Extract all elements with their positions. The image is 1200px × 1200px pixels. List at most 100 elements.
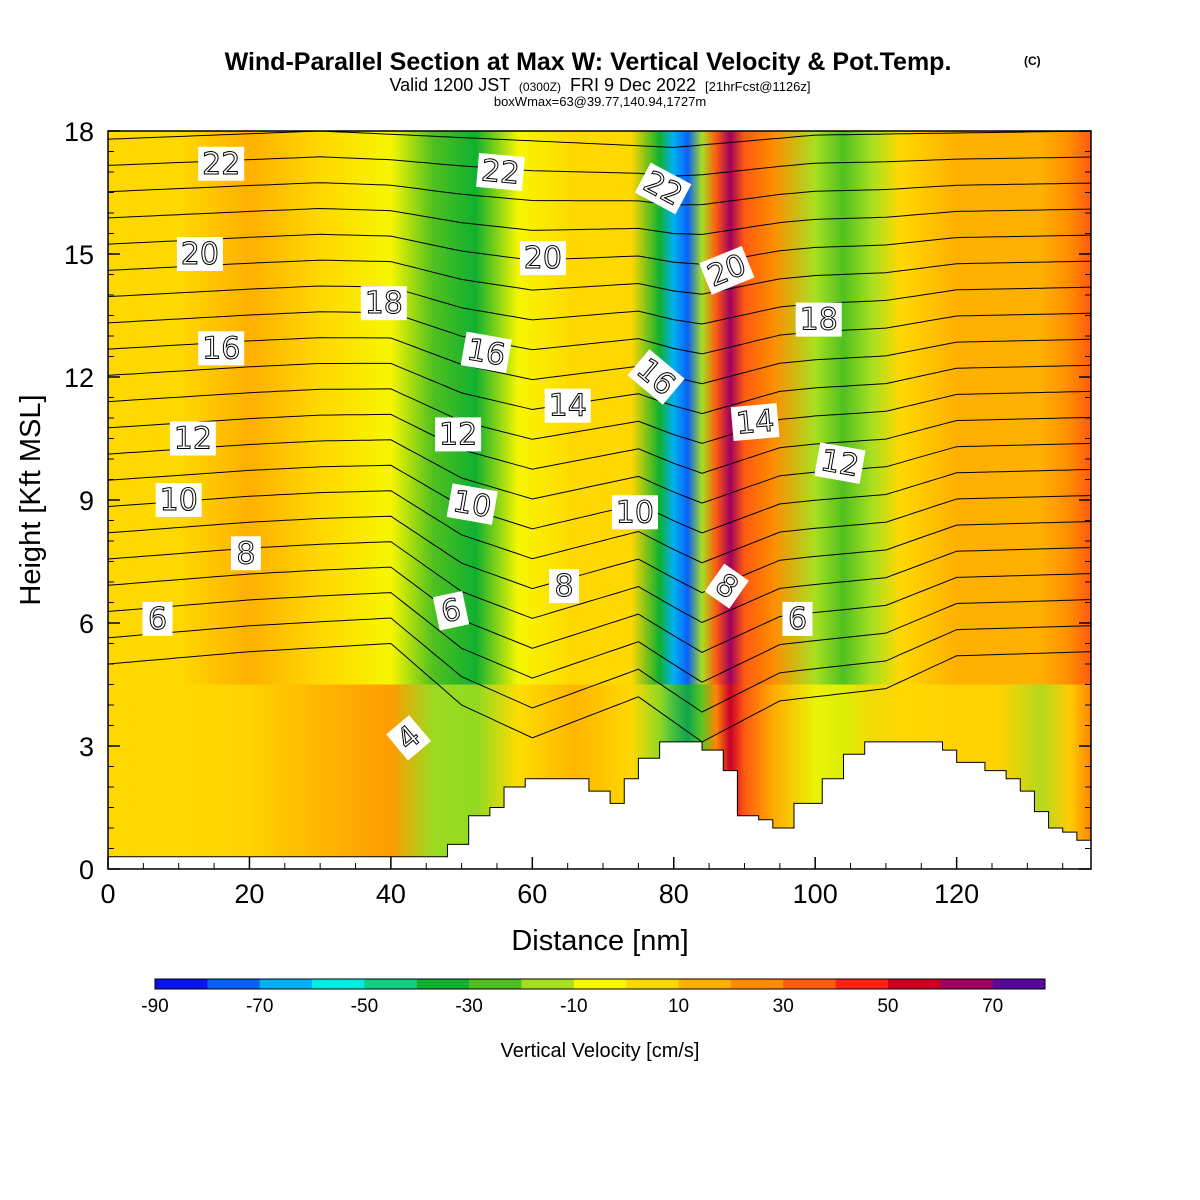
subtitle-date: FRI 9 Dec 2022 <box>570 75 696 95</box>
contour-label: 16 <box>460 331 512 374</box>
chart-subtitle: Valid 1200 JST (0300Z) FRI 9 Dec 2022 [2… <box>389 75 810 95</box>
x-axis: 0 20 40 60 80 100 120 <box>100 857 1064 909</box>
x-tick-label: 20 <box>234 879 264 909</box>
colorbar-tick-label: 10 <box>668 996 689 1017</box>
colorbar-swatch <box>940 979 993 989</box>
contour-label: 10 <box>155 483 202 519</box>
contour-label: 10 <box>611 495 658 531</box>
x-tick-label: 60 <box>517 879 547 909</box>
contour-label: 20 <box>519 241 566 277</box>
theta-contour <box>108 233 1091 265</box>
colorbar-swatch <box>207 979 261 989</box>
y-tick-label: 9 <box>79 486 94 516</box>
svg-text:16: 16 <box>464 332 508 373</box>
colorbar-tick-label: 50 <box>877 996 898 1017</box>
colorbar-swatch <box>887 979 941 989</box>
theta-contour <box>108 413 1091 474</box>
svg-text:12: 12 <box>439 417 477 452</box>
contour-label: 14 <box>730 403 780 442</box>
colorbar-swatch <box>992 979 1046 989</box>
terrain-mask <box>108 741 1091 869</box>
title-copyright-mark: (C) <box>1024 54 1041 68</box>
y-tick-label: 18 <box>64 117 94 147</box>
theta-contour <box>108 311 1091 355</box>
contour-label: 14 <box>544 388 591 424</box>
theta-contour <box>108 515 1091 594</box>
contour-label: 16 <box>198 331 245 367</box>
colorbar-tick-label: 70 <box>982 996 1003 1017</box>
svg-text:22: 22 <box>480 153 521 191</box>
contour-label: 8 <box>230 536 261 572</box>
colorbar-swatch <box>312 979 365 989</box>
chart-title: Wind-Parallel Section at Max W: Vertical… <box>225 48 1041 109</box>
subtitle-box-info: boxWmax=63@39.77,140.94,1727m <box>494 94 706 109</box>
contour-label: 6 <box>782 601 813 637</box>
theta-contour <box>108 642 1091 743</box>
colorbar-swatch <box>678 979 732 989</box>
theta-contour <box>108 388 1091 444</box>
colorbar-tick-label: 30 <box>773 996 794 1017</box>
y-tick-label: 0 <box>79 855 94 885</box>
contour-label: 20 <box>176 237 223 273</box>
colorbar-swatch <box>259 979 313 989</box>
colorbar-tick-label: -30 <box>455 996 482 1017</box>
theta-contour <box>108 439 1091 504</box>
x-tick-label: 40 <box>376 879 406 909</box>
x-tick-label: 120 <box>934 879 979 909</box>
y-tick-label: 12 <box>64 363 94 393</box>
contour-label: 22 <box>198 146 245 182</box>
y-tick-label: 15 <box>64 240 94 270</box>
svg-text:8: 8 <box>555 569 574 604</box>
colorbar-swatch <box>730 979 784 989</box>
contour-label: 12 <box>169 421 216 457</box>
contour-label: 18 <box>795 302 842 338</box>
svg-text:6: 6 <box>148 602 167 637</box>
colorbar-swatch <box>835 979 889 989</box>
theta-contour <box>108 617 1091 713</box>
svg-text:12: 12 <box>818 443 862 484</box>
theta-contour <box>108 464 1091 534</box>
svg-text:22: 22 <box>202 147 240 182</box>
subtitle-forecast: [21hrFcst@1126z] <box>705 79 810 94</box>
x-axis-label: Distance [nm] <box>511 925 688 957</box>
y-tick-label: 6 <box>79 609 94 639</box>
svg-text:20: 20 <box>181 237 219 272</box>
svg-text:20: 20 <box>524 241 562 276</box>
theta-contour <box>108 131 1091 148</box>
svg-text:10: 10 <box>450 484 494 525</box>
theta-contour <box>108 285 1091 325</box>
subtitle-valid: Valid 1200 JST <box>389 75 510 95</box>
colorbar-swatch <box>469 979 522 989</box>
y-tick-label: 3 <box>79 732 94 762</box>
theta-contour <box>108 156 1091 177</box>
contour-label: 8 <box>549 569 580 605</box>
colorbar-swatch <box>416 979 470 989</box>
colorbar-swatch <box>783 979 836 989</box>
contour-label: 6 <box>142 601 173 637</box>
svg-text:12: 12 <box>174 422 212 457</box>
subtitle-utc: (0300Z) <box>519 80 561 94</box>
theta-contour <box>108 362 1091 415</box>
colorbar-swatch <box>364 979 418 989</box>
svg-text:8: 8 <box>236 536 255 571</box>
potential-temperature-contours <box>108 131 1091 743</box>
x-tick-label: 0 <box>100 879 115 909</box>
y-axis-label: Height [Kft MSL] <box>15 394 47 605</box>
colorbar: -90 -70 -50 -30 -10 10 30 50 70 <box>141 978 1046 1017</box>
colorbar-tick-label: -10 <box>560 996 587 1017</box>
theta-contour <box>108 207 1091 236</box>
svg-text:18: 18 <box>800 303 838 338</box>
y-axis: 0 3 6 9 12 15 18 <box>64 117 1091 885</box>
x-tick-label: 80 <box>659 879 689 909</box>
contour-label: 18 <box>360 286 407 322</box>
colorbar-tick-label: -50 <box>351 996 378 1017</box>
svg-text:10: 10 <box>160 483 198 518</box>
theta-contour <box>108 259 1091 295</box>
svg-text:14: 14 <box>549 389 587 424</box>
contour-label: 12 <box>435 417 482 453</box>
colorbar-tick-label: -70 <box>246 996 273 1017</box>
svg-text:10: 10 <box>616 495 654 530</box>
colorbar-tick-label: -90 <box>141 996 168 1017</box>
theta-contour <box>108 182 1091 206</box>
